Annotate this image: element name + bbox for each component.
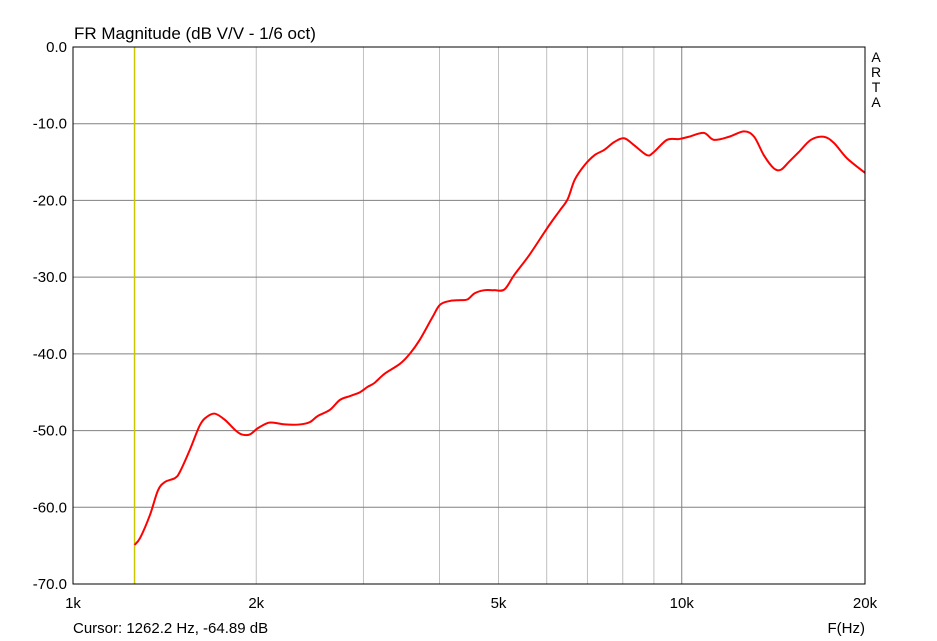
- x-tick-label: 20k: [853, 595, 878, 612]
- x-tick-label: 2k: [248, 595, 264, 612]
- y-tick-label: -50.0: [33, 423, 67, 440]
- y-tick-label: -30.0: [33, 269, 67, 286]
- y-tick-label: -40.0: [33, 346, 67, 363]
- chart-title: FR Magnitude (dB V/V - 1/6 oct): [74, 24, 316, 43]
- x-tick-labels: 1k 2k 5k 10k 20k: [65, 595, 878, 612]
- series-layer: [133, 130, 866, 546]
- watermark-letter: A: [871, 49, 881, 65]
- y-tick-label: -60.0: [33, 499, 67, 516]
- y-tick-label: 0.0: [46, 39, 67, 56]
- y-tick-label: -70.0: [33, 576, 67, 593]
- watermark-letter: R: [871, 64, 881, 80]
- watermark-letter: A: [871, 94, 881, 110]
- fr-magnitude-line: [133, 130, 866, 546]
- grid: [73, 46, 865, 585]
- cursor-readout: Cursor: 1262.2 Hz, -64.89 dB: [73, 620, 268, 637]
- plot-frame: [72, 46, 866, 585]
- x-tick-label: 1k: [65, 595, 81, 612]
- y-tick-labels: 0.0 -10.0 -20.0 -30.0 -40.0 -50.0 -60.0 -70.0: [33, 39, 67, 593]
- x-tick-label: 10k: [670, 595, 695, 612]
- y-tick-label: -20.0: [33, 192, 67, 209]
- watermark-letter: T: [872, 79, 881, 95]
- x-axis-label: F(Hz): [828, 620, 866, 637]
- y-tick-label: -10.0: [33, 116, 67, 133]
- x-tick-label: 5k: [491, 595, 507, 612]
